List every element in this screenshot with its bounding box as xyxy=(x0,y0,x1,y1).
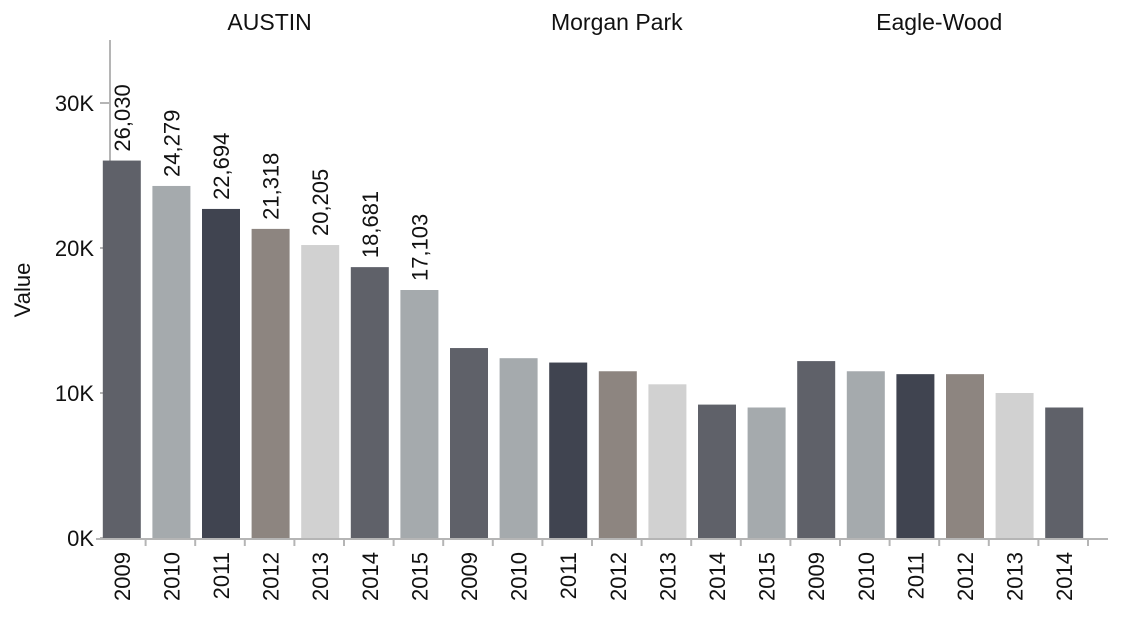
bar xyxy=(549,362,588,538)
bars-layer xyxy=(102,160,1084,539)
bar xyxy=(400,290,439,538)
bar-data-label: 24,279 xyxy=(159,110,184,177)
bar xyxy=(896,374,935,538)
x-tick-label: 2011 xyxy=(209,552,234,599)
bar xyxy=(797,361,836,538)
group-title: AUSTIN xyxy=(227,9,311,35)
bar-data-label: 26,030 xyxy=(110,84,135,151)
x-tick-label: 2013 xyxy=(308,552,333,601)
bar xyxy=(499,358,538,538)
bar xyxy=(995,393,1034,538)
x-tick-label: 2009 xyxy=(110,552,135,601)
x-tick-label: 2014 xyxy=(1052,552,1077,601)
bar xyxy=(450,348,488,538)
x-tick-label: 2010 xyxy=(507,552,532,601)
y-axis-label: Value xyxy=(10,263,35,318)
x-tick-label: 2011 xyxy=(556,552,581,599)
y-axis: 0K 10K 20K 30K xyxy=(55,40,111,551)
x-tick-label: 2010 xyxy=(854,552,879,601)
x-tick-label: 2009 xyxy=(457,552,482,601)
bar xyxy=(202,208,240,538)
group-title: Morgan Park xyxy=(551,9,683,35)
x-tick-label: 2009 xyxy=(804,552,829,601)
bar xyxy=(598,371,637,538)
group-titles-layer: AUSTIN Morgan Park Eagle-Wood xyxy=(227,9,1002,35)
bar xyxy=(251,228,290,539)
bar-data-label: 18,681 xyxy=(358,191,383,258)
bar-data-label: 17,103 xyxy=(407,214,432,281)
x-tick-label: 2011 xyxy=(903,552,928,599)
bar xyxy=(698,404,736,538)
bar-data-label: 20,205 xyxy=(308,169,333,236)
x-tick-label: 2012 xyxy=(259,552,284,601)
bar xyxy=(846,371,885,538)
bar xyxy=(350,267,389,538)
bar xyxy=(152,185,191,538)
x-tick-label: 2012 xyxy=(606,552,631,601)
x-tick-label: 2014 xyxy=(705,552,730,601)
group-title: Eagle-Wood xyxy=(876,9,1002,35)
x-tick-label: 2014 xyxy=(358,552,383,601)
bar xyxy=(1045,407,1084,538)
bar xyxy=(648,384,687,538)
x-tick-label: 2013 xyxy=(1003,552,1028,601)
y-tick-label: 0K xyxy=(67,526,94,551)
bar-labels-layer: 26,030 24,279 22,694 21,318 20,205 18,681 17,1… xyxy=(110,84,433,281)
y-tick-label: 30K xyxy=(55,91,94,116)
bar xyxy=(747,407,786,538)
y-tick-label: 20K xyxy=(55,236,94,261)
bar-data-label: 22,694 xyxy=(209,133,234,200)
bar xyxy=(301,245,340,538)
x-tick-label: 2012 xyxy=(953,552,978,601)
bar xyxy=(102,160,141,538)
x-axis: 2009 2010 2011 2012 2013 2014 2015 2009 2010 2011… xyxy=(96,538,1108,601)
y-tick-label: 10K xyxy=(55,381,94,406)
x-tick-label: 2010 xyxy=(159,552,184,601)
bar xyxy=(946,374,984,538)
x-tick-label: 2015 xyxy=(755,552,780,601)
x-tick-label: 2015 xyxy=(407,552,432,601)
x-tick-label: 2013 xyxy=(655,552,680,601)
bar-data-label: 21,318 xyxy=(259,153,284,220)
